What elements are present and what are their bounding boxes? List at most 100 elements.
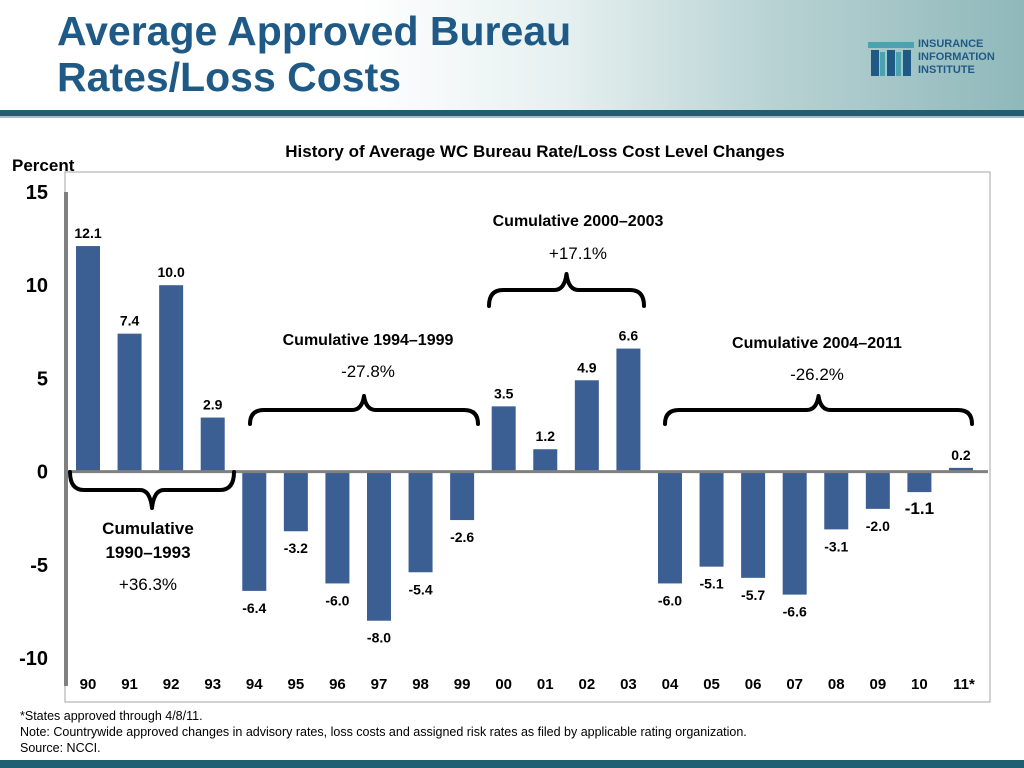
- bar-value-label: 2.9: [203, 397, 223, 413]
- x-tick-label: 01: [537, 676, 554, 693]
- bar: [76, 246, 100, 472]
- bar-value-label: -5.4: [408, 581, 432, 597]
- bar: [159, 285, 184, 472]
- bar-value-label: 7.4: [120, 313, 140, 329]
- brace-2000-2003: [487, 272, 646, 308]
- x-tick-label: 11*: [953, 676, 975, 693]
- bar: [782, 471, 807, 595]
- bar: [741, 471, 766, 578]
- footnote-source: Source: NCCI.: [20, 741, 101, 755]
- x-tick-label: 09: [869, 676, 886, 693]
- bar: [366, 471, 391, 621]
- x-tick-label: 03: [620, 676, 637, 693]
- bar: [283, 471, 308, 532]
- footnotes: *States approved through 4/8/11. Note: C…: [20, 708, 747, 756]
- brace-1994-1999: [248, 394, 480, 426]
- bar-value-label: 0.2: [951, 447, 971, 463]
- y-axis-label: Percent: [12, 156, 75, 175]
- bar: [533, 449, 558, 472]
- bar-value-label: 3.5: [494, 385, 514, 401]
- bar-value-label: -6.0: [325, 592, 349, 608]
- x-tick-label: 96: [329, 676, 346, 693]
- annotation-value: -27.8%: [341, 362, 395, 381]
- iii-logo-text: INSURANCE INFORMATION INSTITUTE: [918, 38, 995, 77]
- bar-value-label: -6.0: [658, 592, 682, 608]
- x-tick-label: 90: [80, 676, 97, 693]
- footnote-note: Note: Countrywide approved changes in ad…: [20, 725, 747, 739]
- y-tick-label: 0: [37, 462, 48, 484]
- y-tick-label: -5: [30, 555, 48, 577]
- page-title: Average Approved Bureau Rates/Loss Costs: [57, 8, 571, 100]
- bar-value-label: 1.2: [536, 428, 556, 444]
- header-band: [0, 0, 1024, 112]
- page-title-line-1: Average Approved Bureau: [57, 8, 572, 54]
- brace-1990-1993: [68, 470, 236, 510]
- x-tick-label: 10: [911, 676, 928, 693]
- bar-value-label: -3.1: [824, 538, 848, 554]
- x-tick-label: 93: [204, 676, 221, 693]
- bar-value-label: -8.0: [367, 630, 391, 646]
- bar: [242, 471, 267, 591]
- footnote-asterisk: *States approved through 4/8/11.: [20, 709, 203, 723]
- bar-value-label: -2.6: [450, 529, 474, 545]
- annotation-label: Cumulative 2000–2003: [493, 213, 664, 230]
- logo-line-3: INSTITUTE: [918, 64, 975, 76]
- bar: [865, 471, 890, 509]
- x-tick-label: 04: [662, 676, 679, 693]
- y-tick-label: 5: [37, 368, 48, 390]
- x-tick-label: 99: [454, 676, 471, 693]
- brace-2004-2011: [663, 394, 974, 426]
- bar-value-label: -2.0: [866, 518, 890, 534]
- bar-value-label: 12.1: [74, 225, 101, 241]
- bar: [948, 467, 973, 472]
- logo-line-2: INFORMATION: [918, 51, 995, 63]
- iii-logo: INSURANCE INFORMATION INSTITUTE: [868, 36, 1018, 82]
- x-tick-label: 02: [578, 676, 595, 693]
- page-title-line-2: Rates/Loss Costs: [57, 54, 402, 100]
- bar: [907, 471, 932, 493]
- y-tick-label: 10: [26, 275, 48, 297]
- chart-title: History of Average WC Bureau Rate/Loss C…: [285, 142, 785, 161]
- annotation-label: 1990–1993: [105, 543, 190, 562]
- bar: [200, 417, 225, 472]
- y-tick-label: -10: [19, 648, 48, 670]
- bar-value-label: -1.1: [905, 499, 934, 518]
- annotation-value: +36.3%: [119, 575, 177, 594]
- bar-value-label: -5.7: [741, 587, 765, 603]
- bar: [824, 471, 849, 530]
- bar: [117, 333, 142, 472]
- x-tick-label: 00: [495, 676, 512, 693]
- annotation-label: Cumulative 2004–2011: [732, 335, 902, 352]
- x-tick-label: 06: [745, 676, 762, 693]
- x-tick-label: 05: [703, 676, 720, 693]
- annotation-label: Cumulative 1994–1999: [283, 332, 454, 349]
- x-tick-label: 92: [163, 676, 180, 693]
- bar: [699, 471, 724, 567]
- bar: [574, 380, 599, 472]
- x-tick-label: 08: [828, 676, 845, 693]
- x-tick-label: 07: [786, 676, 803, 693]
- x-tick-label: 97: [371, 676, 388, 693]
- bar-value-label: -3.2: [284, 540, 308, 556]
- bar: [657, 471, 682, 584]
- footer-bar: [0, 760, 1024, 768]
- iii-logo-icon: [868, 42, 914, 76]
- bar-value-label: -6.4: [242, 600, 266, 616]
- bar-value-label: -5.1: [699, 576, 723, 592]
- header-divider: [0, 110, 1024, 116]
- bar: [408, 471, 433, 573]
- x-tick-label: 95: [288, 676, 305, 693]
- bar: [325, 471, 350, 584]
- annotation-value: -26.2%: [790, 365, 844, 384]
- logo-line-1: INSURANCE: [918, 38, 984, 50]
- x-tick-label: 94: [246, 676, 263, 693]
- bar-value-label: -6.6: [783, 604, 807, 620]
- bar-value-label: 4.9: [577, 359, 597, 375]
- annotation-label: Cumulative: [102, 519, 194, 538]
- header-divider-accent: [0, 116, 1024, 118]
- bar: [491, 406, 516, 472]
- bar-value-label: 6.6: [619, 328, 639, 344]
- bar: [450, 471, 475, 521]
- x-tick-label: 98: [412, 676, 429, 693]
